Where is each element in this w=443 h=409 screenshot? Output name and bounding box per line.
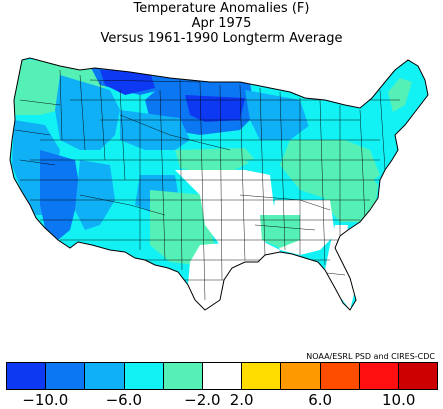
legend-tick-label: −2.0: [184, 391, 221, 409]
color-legend: [6, 362, 438, 390]
legend-swatch: [398, 363, 438, 389]
legend-swatch: [7, 363, 47, 389]
legend-swatch: [281, 363, 321, 389]
legend-swatch: [242, 363, 282, 389]
legend-swatch: [124, 363, 164, 389]
legend-swatch: [202, 363, 243, 389]
legend-swatch: [320, 363, 360, 389]
legend-tick-label: 10.0: [382, 391, 416, 409]
legend-swatch: [46, 363, 86, 389]
legend-tick-label: 2.0: [229, 391, 254, 409]
legend-swatch: [359, 363, 399, 389]
map-period: Apr 1975: [191, 16, 252, 31]
map-subtitle: Versus 1961-1990 Longterm Average: [100, 31, 343, 46]
legend-tick-label: −6.0: [105, 391, 143, 409]
legend-tick-label: 6.0: [308, 391, 333, 409]
credit-text: NOAA/ESRL PSD and CIRES-CDC: [306, 352, 435, 361]
legend-swatch: [85, 363, 125, 389]
legend-tick-label: −10.0: [22, 391, 69, 409]
us-climate-division-map: [9, 57, 429, 311]
map-title: Temperature Anomalies (F): [133, 1, 310, 16]
legend-swatch: [163, 363, 203, 389]
